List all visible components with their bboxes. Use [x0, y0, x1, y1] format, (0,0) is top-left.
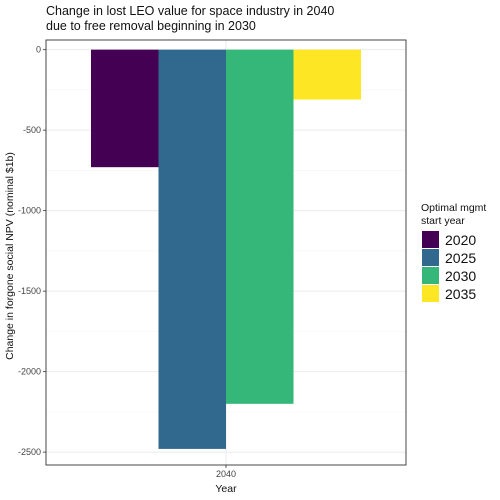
legend-items: 2020 2025 2030 2035: [422, 231, 476, 302]
legend-swatch-2025: [422, 249, 439, 266]
legend-label-2020: 2020: [445, 232, 476, 248]
legend-swatch-2035: [422, 285, 439, 302]
x-axis-ticks: 2040: [216, 465, 236, 479]
y-tick-label: 0: [36, 45, 41, 55]
y-tick-label: -2500: [18, 447, 41, 457]
y-tick-label: -1000: [18, 206, 41, 216]
x-tick-label: 2040: [216, 469, 236, 479]
legend-label-2030: 2030: [445, 268, 476, 284]
bar-2030-2040: [226, 49, 294, 404]
y-axis-title: Change in forgone social NPV (nominal $1…: [4, 152, 16, 360]
legend-label-2025: 2025: [445, 250, 476, 266]
y-tick-label: -2000: [18, 367, 41, 377]
bar-2025-2040: [158, 49, 226, 449]
legend-title-line-1: Optimal mgmt: [421, 202, 486, 214]
legend-swatch-2030: [422, 267, 439, 284]
legend-swatch-2020: [422, 231, 439, 248]
legend: Optimal mgmt start year 2020 2025 2030 2035: [421, 202, 486, 302]
legend-label-2035: 2035: [445, 286, 476, 302]
x-axis-title: Year: [215, 483, 237, 495]
bar-2020-2040: [91, 49, 159, 168]
chart-title-line-2: due to free removal beginning in 2030: [46, 19, 256, 33]
bar-2035-2040: [293, 49, 361, 100]
legend-title-line-2: start year: [421, 215, 465, 227]
chart-title-line-1: Change in lost LEO value for space indus…: [46, 4, 334, 18]
bars: [91, 49, 361, 449]
y-tick-label: -500: [23, 125, 41, 135]
y-tick-label: -1500: [18, 286, 41, 296]
y-axis-ticks: 0 -500 -1000 -1500 -2000 -2500: [18, 45, 46, 457]
